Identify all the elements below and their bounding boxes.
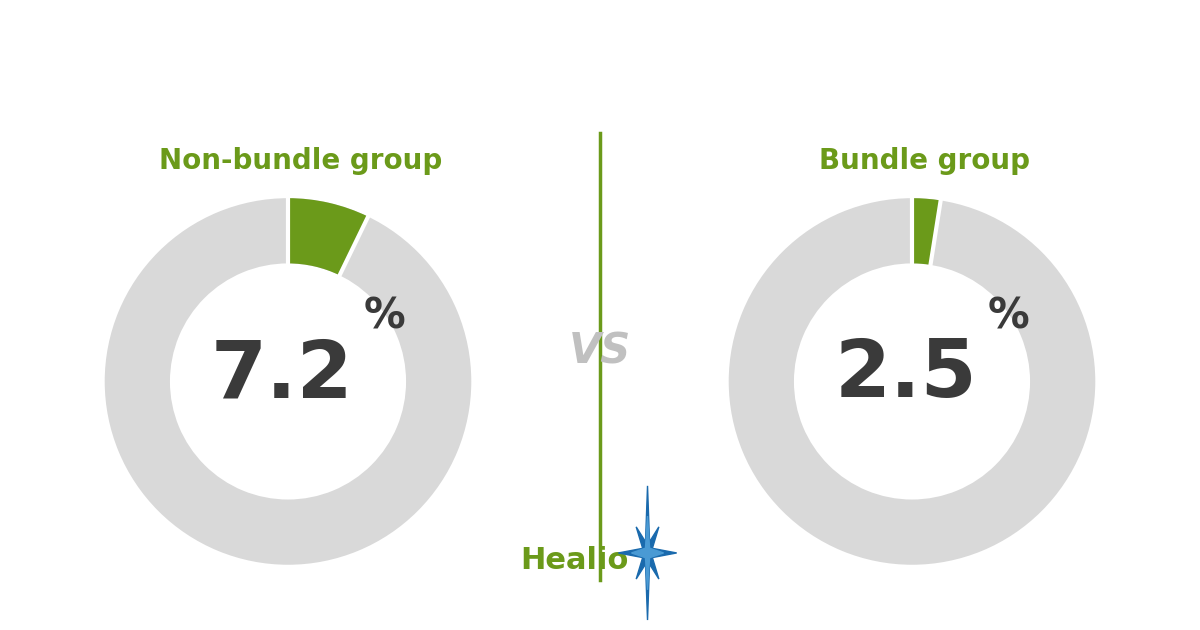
Text: VS: VS	[569, 331, 631, 372]
Wedge shape	[288, 198, 368, 275]
Text: Rate of infection before and after implementation: Rate of infection before and after imple…	[148, 28, 1052, 59]
Text: %: %	[988, 295, 1030, 337]
Polygon shape	[631, 516, 664, 590]
Wedge shape	[104, 198, 472, 564]
Text: Non-bundle group: Non-bundle group	[158, 147, 442, 175]
Text: of infection reduction bundle:: of infection reduction bundle:	[331, 77, 869, 108]
Text: Bundle group: Bundle group	[818, 147, 1030, 175]
Text: Healio: Healio	[520, 546, 629, 575]
Text: 2.5: 2.5	[834, 336, 977, 415]
Polygon shape	[618, 486, 677, 620]
Wedge shape	[912, 198, 941, 265]
Text: %: %	[364, 295, 406, 337]
Text: 7.2: 7.2	[210, 336, 353, 415]
Wedge shape	[728, 198, 1096, 564]
